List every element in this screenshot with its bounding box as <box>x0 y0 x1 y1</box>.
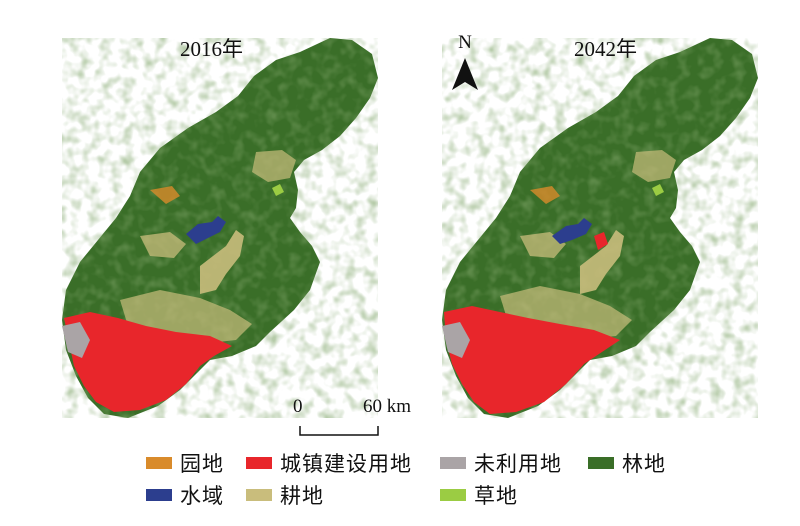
scale-bar-end-label: 60 km <box>363 396 412 417</box>
cropland-patch-2042 <box>632 150 676 182</box>
legend-swatch <box>146 489 172 501</box>
legend-item-orchard: 园地 <box>146 448 224 478</box>
cropland-patch-2016 <box>140 232 186 258</box>
scale-bar-start-label: 0 <box>293 396 303 417</box>
legend-item-grassland: 草地 <box>440 480 518 510</box>
scale-bar-line <box>299 426 379 436</box>
legend-swatch <box>246 489 272 501</box>
urban-area-2016 <box>64 312 232 412</box>
map-2042 <box>442 38 758 418</box>
north-arrow-label: N <box>458 32 472 53</box>
grassland-patch-2042 <box>652 184 664 196</box>
urban-area-2042 <box>444 306 620 414</box>
map-2016 <box>62 38 378 418</box>
north-arrow-icon <box>452 58 478 90</box>
legend-label: 未利用地 <box>474 452 562 476</box>
scale-bar: 0 60 km <box>290 396 420 436</box>
legend-item-urban: 城镇建设用地 <box>246 448 412 478</box>
legend-label: 耕地 <box>280 484 324 508</box>
map-title-2016: 2016年 <box>180 37 243 61</box>
grassland-patch-2016 <box>272 184 284 196</box>
map-title-2042: 2042年 <box>574 37 637 61</box>
legend-swatch <box>588 457 614 469</box>
cropland-patch-2016 <box>200 230 244 294</box>
legend-swatch <box>246 457 272 469</box>
legend-swatch <box>146 457 172 469</box>
legend-item-cropland: 耕地 <box>246 480 324 510</box>
legend-label: 园地 <box>180 452 224 476</box>
legend-label: 草地 <box>474 484 518 508</box>
legend-label: 城镇建设用地 <box>280 452 412 476</box>
legend: 园地 城镇建设用地 未利用地 林地 水域 耕地 草地 <box>146 448 706 518</box>
urban-expansion-2042 <box>594 232 608 250</box>
north-arrow: N <box>448 32 482 94</box>
legend-swatch <box>440 457 466 469</box>
legend-label: 林地 <box>622 452 666 476</box>
reservoir-2042 <box>552 218 592 244</box>
cropland-patch-2042 <box>530 186 560 204</box>
cropland-patch-2016 <box>150 186 180 204</box>
legend-item-unused: 未利用地 <box>440 448 562 478</box>
legend-item-water: 水域 <box>146 480 224 510</box>
legend-swatch <box>440 489 466 501</box>
cropland-patch-2016 <box>252 150 296 182</box>
cropland-patch-2042 <box>580 230 624 294</box>
legend-label: 水域 <box>180 484 224 508</box>
legend-item-forest: 林地 <box>588 448 666 478</box>
unused-land-2042 <box>442 322 470 358</box>
unused-land-2016 <box>62 322 90 358</box>
reservoir-2016 <box>186 216 226 244</box>
